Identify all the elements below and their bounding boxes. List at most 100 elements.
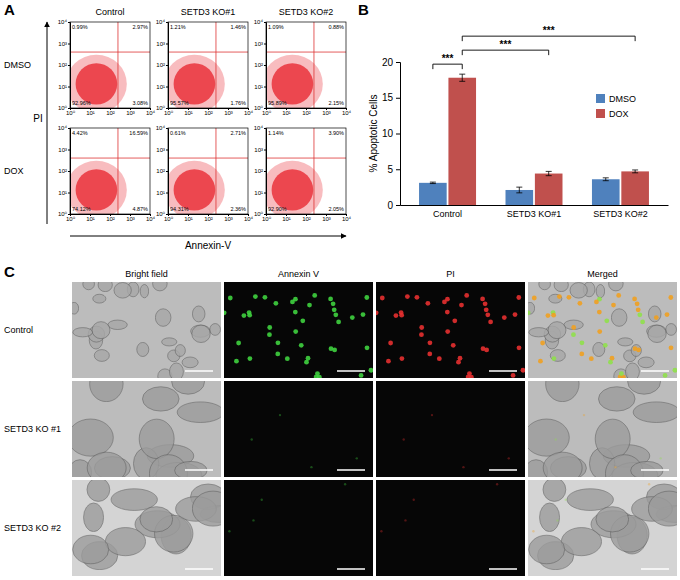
tick-label: 5	[387, 164, 393, 175]
tick: 10³	[58, 41, 70, 47]
fluorescent-cell	[452, 318, 457, 323]
fluorescent-cell	[589, 356, 594, 361]
tick-label: 10³	[126, 110, 135, 116]
fluorescent-cell	[331, 301, 336, 306]
micrograph	[376, 480, 525, 576]
cell	[192, 491, 221, 526]
quadrant-label: 1.09%	[268, 24, 284, 30]
fluorescent-cell	[635, 301, 640, 306]
cell	[628, 381, 661, 394]
tick-mark	[264, 150, 266, 151]
cell	[98, 282, 112, 292]
scale-bar	[641, 568, 669, 570]
bar	[535, 174, 563, 205]
quadrant-label: 16.59%	[129, 130, 148, 136]
fluorescent-cell	[496, 483, 498, 485]
cell	[137, 342, 149, 356]
cell	[549, 294, 562, 303]
tick-mark	[264, 171, 266, 172]
fluorescent-cell	[425, 301, 430, 306]
tick: 10⁴	[146, 108, 156, 116]
fluorescent-cell	[315, 371, 320, 376]
tick-label: 10⁴	[58, 125, 68, 131]
tick-label: 10⁴	[156, 19, 166, 25]
tick-label: 10³	[322, 216, 331, 222]
cell	[550, 350, 565, 362]
tick-mark	[68, 171, 70, 172]
gate-line	[313, 128, 314, 214]
tick: 10⁴	[342, 108, 352, 116]
cell	[633, 402, 677, 423]
tick-label: 10⁰	[254, 211, 264, 217]
tick: 10³	[156, 147, 168, 153]
error-bar-cap	[546, 171, 552, 172]
fluorescent-cell	[427, 352, 432, 357]
fluorescent-cell	[616, 293, 621, 298]
cell	[595, 419, 630, 458]
fluorescent-cell	[571, 332, 576, 337]
scale-bar	[641, 469, 669, 471]
fluorescent-cell	[579, 352, 584, 357]
tick: 10⁰	[254, 105, 266, 111]
fluorescent-cell	[328, 297, 333, 302]
quadrant-label: 0.88%	[328, 24, 344, 30]
micrograph	[224, 381, 373, 477]
image-background	[224, 282, 373, 378]
scale-bar	[185, 568, 213, 570]
tick: 10³	[322, 108, 331, 116]
tick-mark	[68, 128, 70, 129]
fluorescent-cell	[611, 303, 616, 308]
tick-label: 20	[382, 57, 394, 68]
micrograph	[528, 480, 677, 576]
tick-mark	[166, 44, 168, 45]
tick: Control	[433, 205, 462, 219]
tick-label: 10¹	[184, 110, 193, 116]
tick-mark	[264, 108, 266, 109]
tick: 10¹	[86, 108, 95, 116]
cell	[570, 283, 587, 299]
tick-label: 10²	[106, 110, 115, 116]
row-label: SETD3 KO #2	[4, 523, 61, 533]
tick-label: 10⁰	[262, 216, 272, 222]
tick-label: 10¹	[86, 216, 95, 222]
fluorescent-cell	[528, 310, 531, 315]
bracket-line	[462, 50, 548, 55]
fluorescent-cell	[451, 343, 456, 348]
fluorescent-cell	[332, 307, 337, 312]
column-header: Merged	[587, 269, 618, 279]
tick-label: 10³	[156, 147, 165, 153]
tick: 10⁴	[156, 125, 168, 131]
cell	[609, 282, 624, 291]
tick-label: 10³	[126, 216, 135, 222]
scale-bar	[489, 469, 517, 471]
tick-mark	[68, 108, 70, 109]
fluorescent-cell	[663, 373, 668, 378]
flow-plot: 10⁰10¹10²10³10⁴10⁰10¹10²10³10⁴4.42%16.59…	[58, 125, 156, 222]
cell	[153, 282, 168, 291]
significance-bracket: ***	[462, 25, 635, 41]
tick-label: 10²	[156, 168, 165, 174]
error-bar-cap	[516, 192, 522, 193]
fluorescent-cell	[356, 457, 358, 459]
tick-label: SETD3 KO#2	[593, 209, 648, 219]
fluorescent-cell	[532, 296, 537, 301]
tick-label: 10¹	[58, 190, 67, 196]
tick-label: 10¹	[282, 216, 291, 222]
fluorescent-cell	[300, 318, 305, 323]
fluorescent-cell	[376, 310, 379, 315]
cell	[162, 338, 177, 346]
tick-mark	[166, 108, 168, 109]
fluorescent-cell	[252, 519, 254, 521]
tick: 10³	[224, 214, 233, 222]
column-header: SETD3 KO#2	[279, 7, 334, 17]
error-bar	[632, 170, 638, 173]
plot-frame	[168, 22, 248, 108]
tick: 10³	[322, 214, 331, 222]
fluorescent-cell	[551, 313, 556, 318]
fluorescent-cell	[502, 315, 507, 320]
cell	[94, 350, 109, 362]
tick-label: Control	[433, 209, 462, 219]
tick: 10²	[302, 214, 311, 222]
significance-bracket: ***	[433, 53, 462, 69]
tick-label: 10²	[58, 62, 67, 68]
